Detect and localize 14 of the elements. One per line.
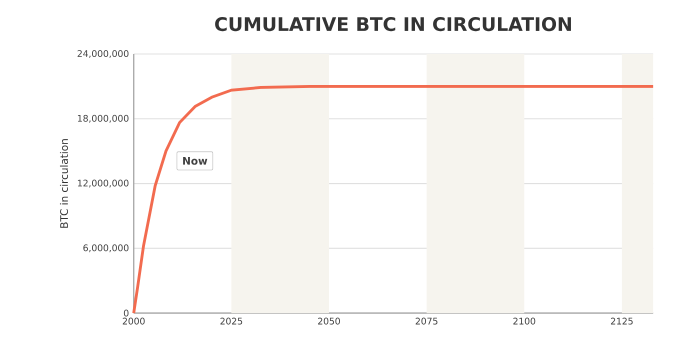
x-tick-label: 2050 xyxy=(318,318,340,325)
y-axis-title: BTC in circulation xyxy=(60,139,68,228)
x-tick-label: 2075 xyxy=(416,318,438,325)
chart-title: CUMULATIVE BTC IN CIRCULATION xyxy=(215,17,571,32)
y-tick-label: 12,000,000 xyxy=(78,180,128,188)
x-tick-label: 2100 xyxy=(513,318,536,325)
y-tick-label: 24,000,000 xyxy=(78,50,128,58)
annotation: Now xyxy=(183,157,208,165)
x-tick-label: 2125 xyxy=(610,318,633,325)
y-tick-label: 6,000,000 xyxy=(83,244,128,252)
y-tick-label: 18,000,000 xyxy=(78,115,128,123)
y-tick-label: 0 xyxy=(124,310,129,317)
x-tick-label: 2000 xyxy=(122,318,145,325)
x-tick-label: 2025 xyxy=(220,318,242,325)
